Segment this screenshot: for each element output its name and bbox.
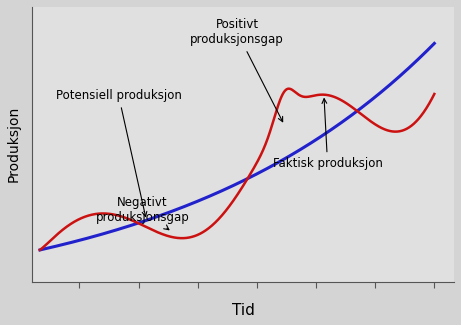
Y-axis label: Produksjon: Produksjon — [7, 106, 21, 182]
Text: Faktisk produksjon: Faktisk produksjon — [272, 99, 383, 170]
Text: Negativt
produksjonsgap: Negativt produksjonsgap — [95, 196, 189, 230]
Text: Positivt
produksjonsgap: Positivt produksjonsgap — [190, 19, 284, 122]
Text: Potensiell produksjon: Potensiell produksjon — [56, 89, 182, 216]
X-axis label: Tid: Tid — [231, 303, 254, 318]
